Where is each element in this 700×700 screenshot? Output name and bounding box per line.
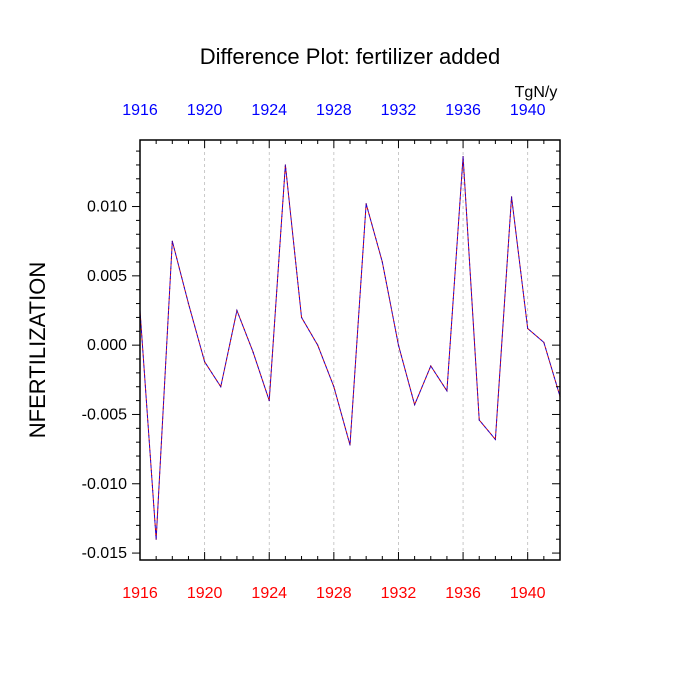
x-tick-label-top: 1932 [381, 102, 417, 119]
data-point [479, 419, 480, 420]
y-axis-label: NFERTILIZATION [25, 262, 50, 438]
data-point [204, 361, 205, 362]
data-point [156, 539, 157, 540]
chart-title: Difference Plot: fertilizer added [200, 44, 500, 69]
data-point [349, 444, 350, 445]
x-tick-label-top: 1916 [122, 102, 158, 119]
data-point [285, 164, 286, 165]
data-point [333, 386, 334, 387]
x-tick-label-bottom: 1932 [381, 585, 417, 602]
data-point [172, 241, 173, 242]
data-point [382, 261, 383, 262]
grid-lines [205, 140, 528, 560]
data-point [236, 310, 237, 311]
data-point [188, 303, 189, 304]
data-point [446, 390, 447, 391]
y-tick-label: 0.010 [87, 199, 127, 216]
units-label: TgN/y [515, 84, 558, 101]
x-tick-label-bottom: 1928 [316, 585, 352, 602]
axis-ticks [132, 140, 560, 560]
series-line-b [140, 157, 560, 540]
series-line-a [140, 157, 560, 540]
x-tick-label-bottom: 1920 [187, 585, 223, 602]
tick-labels: -0.015 -0.010 -0.005 0.000 0.005 0.010 1916 191… [82, 102, 546, 602]
data-point [252, 351, 253, 352]
x-tick-label-bottom: 1936 [445, 585, 481, 602]
series-layer [139, 156, 560, 540]
y-tick-label: -0.005 [82, 406, 127, 423]
x-tick-label-top: 1936 [445, 102, 481, 119]
x-tick-label-top: 1920 [187, 102, 223, 119]
y-tick-label: -0.015 [82, 545, 127, 562]
y-tick-label: 0.000 [87, 337, 127, 354]
y-tick-label: 0.005 [87, 268, 127, 285]
data-point [220, 386, 221, 387]
data-point [527, 328, 528, 329]
x-tick-label-top: 1924 [251, 102, 287, 119]
data-point [414, 404, 415, 405]
x-tick-label-bottom: 1940 [510, 585, 546, 602]
data-point [366, 203, 367, 204]
data-point [269, 400, 270, 401]
data-point [317, 345, 318, 346]
data-point [495, 439, 496, 440]
x-tick-label-top: 1928 [316, 102, 352, 119]
x-tick-label-top: 1940 [510, 102, 546, 119]
x-tick-label-bottom: 1924 [251, 585, 287, 602]
x-tick-label-bottom: 1916 [122, 585, 158, 602]
data-point [511, 196, 512, 197]
data-point [462, 156, 463, 157]
y-tick-label: -0.010 [82, 476, 127, 493]
plot-frame [140, 140, 560, 560]
data-point [543, 342, 544, 343]
data-point [430, 365, 431, 366]
data-point [398, 345, 399, 346]
data-point [301, 317, 302, 318]
